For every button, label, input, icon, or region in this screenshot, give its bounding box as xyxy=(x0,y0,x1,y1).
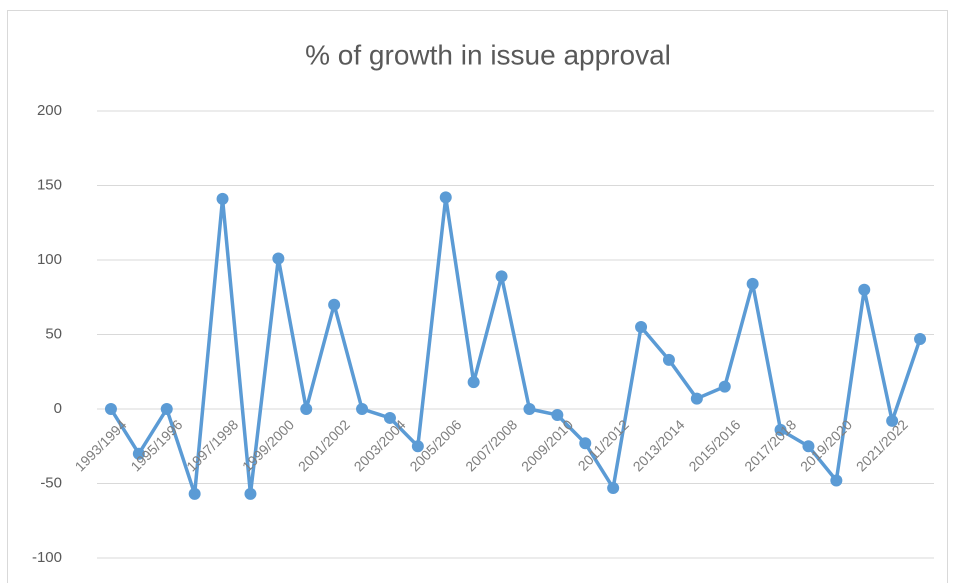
point-marker xyxy=(523,403,536,415)
point-marker xyxy=(607,481,620,494)
point-marker xyxy=(411,440,424,453)
point-marker xyxy=(495,270,508,283)
point-marker xyxy=(328,298,341,311)
point-marker xyxy=(383,411,396,424)
y-tick-label: 50 xyxy=(45,325,62,342)
point-marker xyxy=(746,277,759,290)
point-marker xyxy=(551,408,564,421)
point-marker xyxy=(439,191,452,204)
point-marker xyxy=(356,403,369,415)
point-marker xyxy=(216,192,229,205)
point-marker xyxy=(104,403,117,415)
point-marker xyxy=(662,353,675,366)
point-marker xyxy=(160,403,173,415)
chart-frame xyxy=(7,10,948,583)
point-marker xyxy=(802,440,815,453)
point-marker xyxy=(244,487,257,500)
point-marker xyxy=(467,376,480,389)
point-marker xyxy=(132,447,145,460)
point-marker xyxy=(886,414,899,427)
point-marker xyxy=(858,283,871,296)
y-tick-label: -50 xyxy=(40,474,62,491)
point-marker xyxy=(830,474,843,487)
y-tick-label: 150 xyxy=(37,176,62,193)
point-marker xyxy=(272,252,285,265)
point-marker xyxy=(579,437,592,450)
point-marker xyxy=(718,380,731,393)
point-marker xyxy=(774,423,787,436)
point-marker xyxy=(635,321,648,334)
chart-title: % of growth in issue approval xyxy=(305,39,671,70)
y-tick-label: -100 xyxy=(32,549,62,566)
point-marker xyxy=(188,487,201,500)
y-tick-label: 100 xyxy=(37,251,62,268)
y-tick-label: 200 xyxy=(37,102,62,119)
y-tick-label: 0 xyxy=(54,400,62,417)
point-marker xyxy=(300,403,313,415)
point-marker xyxy=(690,392,703,405)
point-marker xyxy=(914,332,927,345)
